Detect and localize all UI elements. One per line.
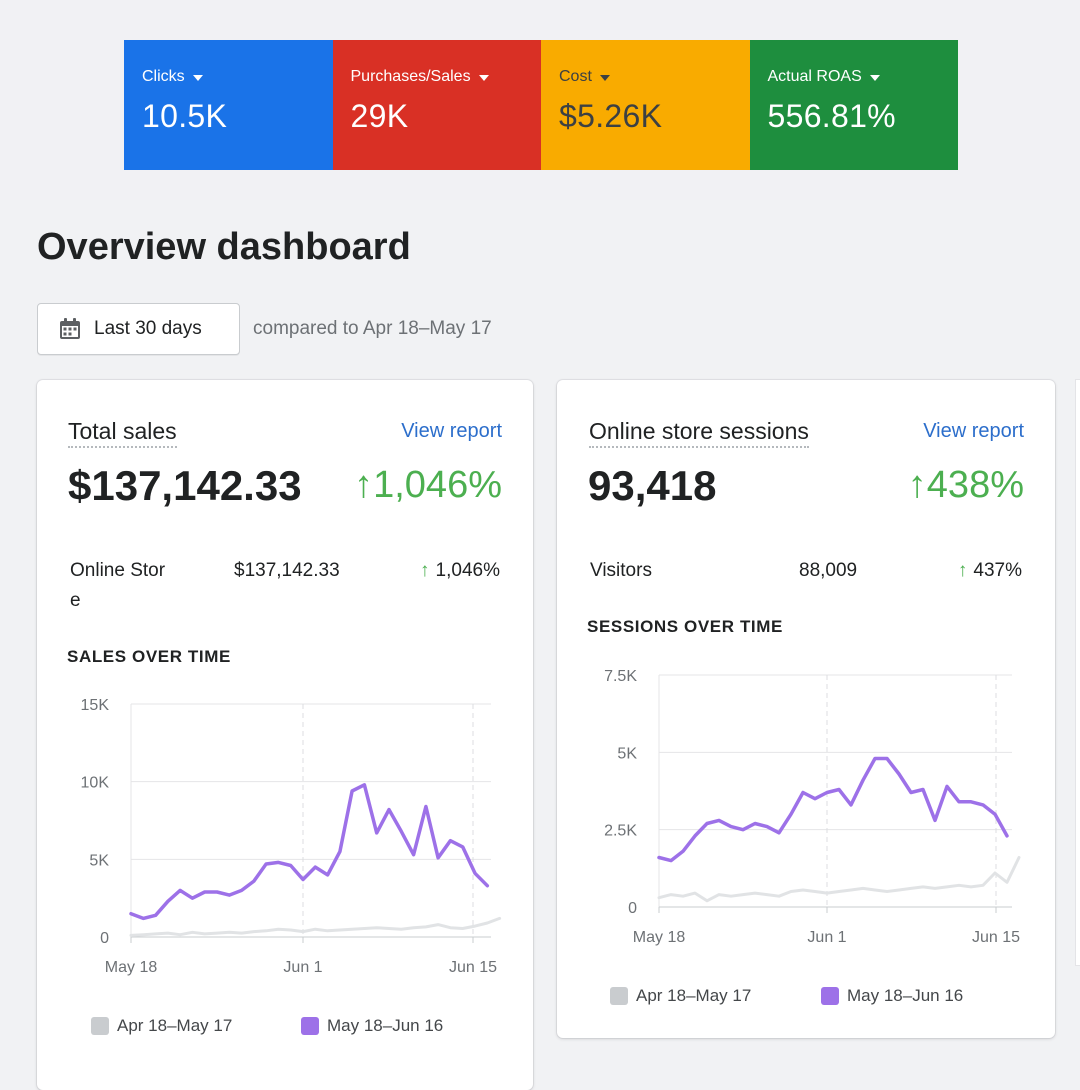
- arrow-up-icon: ↑: [907, 464, 927, 506]
- sessions-over-time-chart: 0 2.5K 5K 7.5K May 18 Jun 1 Jun 15: [604, 668, 1021, 946]
- metric-label: Purchases/Sales: [350, 68, 471, 85]
- page-title: Overview dashboard: [37, 226, 411, 268]
- date-range-button[interactable]: Last 30 days: [37, 303, 240, 355]
- ad-metrics-bar: Clicks 10.5K Purchases/Sales 29K Cost $5…: [124, 40, 958, 170]
- chart-title: SESSIONS OVER TIME: [587, 617, 783, 636]
- y-tick-label: 0: [100, 930, 109, 947]
- breakdown-label-line: e: [70, 590, 81, 611]
- next-card-edge: [1076, 380, 1080, 965]
- caret-down-icon: [599, 75, 610, 81]
- legend-item-current[interactable]: May 18–Jun 16: [821, 986, 963, 1006]
- caret-down-icon: [869, 75, 880, 81]
- date-range-label: Last 30 days: [94, 318, 202, 339]
- y-tick-label: 0: [628, 900, 637, 917]
- total-sales-value: $137,142.33: [68, 462, 302, 509]
- card-title[interactable]: Total sales: [68, 418, 177, 448]
- chart-title: SALES OVER TIME: [67, 647, 231, 666]
- legend-swatch: [821, 987, 839, 1005]
- change-value: 1,046%: [373, 464, 502, 506]
- card-title[interactable]: Online store sessions: [589, 418, 809, 448]
- legend-label: Apr 18–May 17: [636, 986, 752, 1005]
- legend-item-current[interactable]: May 18–Jun 16: [301, 1016, 443, 1036]
- x-tick-label: May 18: [105, 959, 158, 976]
- comparison-period: compared to Apr 18–May 17: [253, 318, 492, 339]
- metric-label: Clicks: [142, 68, 185, 85]
- sessions-change: ↑438%: [908, 464, 1024, 507]
- arrow-up-icon: ↑: [420, 560, 430, 581]
- breakdown-change: ↑ 1,046%: [420, 556, 500, 586]
- metric-value: $5.26K: [559, 98, 663, 134]
- breakdown-value: 88,009: [799, 560, 858, 581]
- x-tick-label: Jun 15: [972, 929, 1020, 946]
- metric-label: Actual ROAS: [767, 68, 862, 85]
- y-tick-label: 5K: [617, 745, 637, 762]
- breakdown-value: $137,142.33: [234, 560, 340, 581]
- metric-value: 10.5K: [142, 98, 228, 134]
- sessions-value: 93,418: [588, 462, 717, 509]
- breakdown-label: Visitors: [590, 560, 652, 581]
- metric-label: Cost: [559, 68, 592, 85]
- total-sales-change: ↑1,046%: [354, 464, 502, 507]
- breakdown-label-line: Online Stor: [70, 560, 166, 581]
- breakdown-change: ↑ 437%: [958, 556, 1022, 586]
- total-sales-card: Total sales View report $137,142.33 ↑1,0…: [37, 380, 533, 1090]
- metric-purchases[interactable]: Purchases/Sales 29K: [332, 40, 541, 170]
- change-value: 437%: [973, 560, 1022, 581]
- view-report-link[interactable]: View report: [923, 420, 1024, 442]
- y-tick-label: 15K: [81, 697, 110, 714]
- metric-roas[interactable]: Actual ROAS 556.81%: [749, 40, 958, 170]
- series-line-current: [657, 756, 1009, 863]
- sales-over-time-chart: 0 5K 10K 15K May 18 Jun 1 Jun 15: [81, 697, 502, 976]
- legend-item-previous[interactable]: Apr 18–May 17: [610, 986, 751, 1006]
- x-tick-label: Jun 1: [283, 959, 322, 976]
- legend-item-previous[interactable]: Apr 18–May 17: [91, 1016, 232, 1036]
- arrow-up-icon: ↑: [957, 560, 968, 581]
- series-line-current: [129, 783, 490, 921]
- y-tick-label: 10K: [81, 775, 110, 792]
- arrow-up-icon: ↑: [354, 464, 374, 506]
- caret-down-icon: [192, 75, 203, 81]
- change-value: 1,046%: [435, 560, 500, 581]
- series-line-previous: [657, 856, 1021, 903]
- metric-value: 556.81%: [767, 98, 896, 134]
- caret-down-icon: [478, 75, 489, 81]
- legend-swatch: [301, 1017, 319, 1035]
- metric-value: 29K: [350, 98, 409, 134]
- legend-label: May 18–Jun 16: [327, 1016, 444, 1035]
- legend-label: May 18–Jun 16: [847, 986, 964, 1005]
- online-store-sessions-card: Online store sessions View report 93,418…: [557, 380, 1055, 1038]
- y-tick-label: 5K: [89, 852, 109, 869]
- series-line-previous: [129, 916, 502, 937]
- y-tick-label: 2.5K: [604, 823, 637, 840]
- metric-cost[interactable]: Cost $5.26K: [541, 40, 750, 170]
- legend-swatch: [610, 987, 628, 1005]
- x-tick-label: Jun 15: [449, 959, 497, 976]
- x-tick-label: May 18: [633, 929, 686, 946]
- x-tick-label: Jun 1: [807, 929, 846, 946]
- view-report-link[interactable]: View report: [401, 420, 502, 442]
- change-value: 438%: [926, 464, 1024, 506]
- y-tick-label: 7.5K: [604, 668, 637, 685]
- legend-label: Apr 18–May 17: [117, 1016, 233, 1035]
- calendar-icon: [60, 318, 80, 339]
- breakdown-label: Online Stor e: [70, 556, 165, 616]
- metric-clicks[interactable]: Clicks 10.5K: [124, 40, 333, 170]
- legend-swatch: [91, 1017, 109, 1035]
